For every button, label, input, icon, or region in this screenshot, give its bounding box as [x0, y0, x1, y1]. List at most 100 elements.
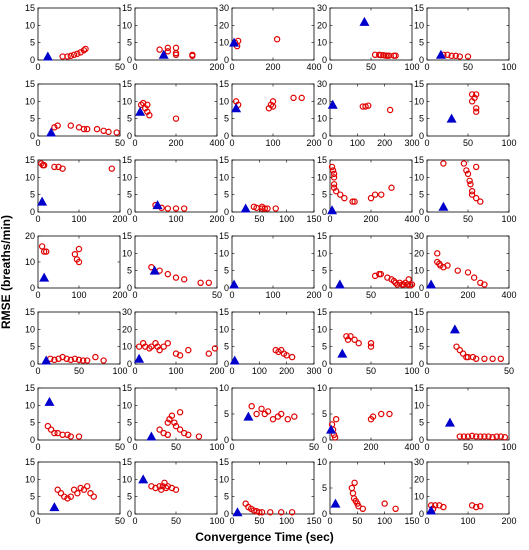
- y-tick-label: 5: [224, 492, 229, 502]
- y-tick-label: 10: [414, 324, 424, 334]
- estimate-point: [172, 422, 180, 430]
- estimate-point: [261, 205, 268, 212]
- estimate-point: [377, 270, 385, 278]
- plot-frame: [329, 83, 413, 137]
- reference-point: [146, 431, 157, 441]
- reference-point: [449, 324, 460, 334]
- reference-point: [37, 196, 48, 206]
- y-tick-label: 15: [219, 457, 229, 467]
- reference-point: [46, 127, 57, 137]
- y-tick-label: 10: [25, 257, 35, 267]
- x-tick-label: 100: [404, 62, 419, 72]
- estimate-point: [164, 44, 171, 52]
- subplot-34: 0 50 100 150 0 5 10: [317, 457, 420, 526]
- estimate-point: [473, 163, 480, 171]
- estimate-point: [454, 267, 461, 274]
- reference-point: [243, 411, 254, 421]
- y-tick-label: 5: [224, 266, 229, 276]
- y-tick-label: 0: [322, 359, 327, 369]
- plot-frame: [426, 83, 510, 137]
- subplot-3: 0 200 400 0 10 20 30: [219, 3, 322, 72]
- y-tick-label: 20: [317, 20, 327, 30]
- estimate-point: [264, 408, 272, 415]
- x-tick-label: 100: [279, 516, 294, 526]
- y-tick-label: 15: [122, 79, 132, 89]
- x-tick-label: 400: [209, 138, 224, 148]
- estimate-point: [481, 281, 488, 288]
- estimate-point: [390, 277, 398, 285]
- estimate-point: [197, 279, 204, 286]
- estimate-point: [359, 505, 366, 512]
- reference-point: [134, 353, 145, 363]
- estimate-point: [90, 493, 97, 500]
- x-tick-label: 0: [327, 290, 332, 300]
- x-tick-label: 0: [229, 366, 234, 376]
- x-tick-label: 100: [71, 214, 86, 224]
- estimate-point: [493, 433, 500, 440]
- y-tick-label: 0: [127, 207, 132, 217]
- x-tick-label: 0: [229, 442, 234, 452]
- x-tick-label: 0: [424, 366, 429, 376]
- x-tick-label: 0: [132, 366, 137, 376]
- estimate-point: [278, 410, 285, 418]
- estimate-point: [440, 160, 447, 167]
- estimate-point: [164, 340, 171, 347]
- y-tick-label: 5: [127, 190, 132, 200]
- estimate-point: [489, 355, 496, 362]
- y-tick-label: 10: [122, 248, 132, 258]
- y-tick-label: 0: [419, 207, 424, 217]
- estimate-point: [75, 245, 83, 253]
- plot-frame: [37, 461, 121, 515]
- estimate-point: [284, 416, 291, 423]
- estimate-point: [59, 165, 66, 172]
- x-tick-label: 100: [168, 366, 183, 376]
- subplot-4: 0 50 100 0 10 20 30: [317, 3, 420, 72]
- estimate-point: [459, 350, 467, 357]
- subplot-26: 0 50 0 5 10 15: [25, 383, 125, 452]
- y-tick-label: 30: [317, 79, 327, 89]
- y-tick-label: 15: [122, 231, 132, 241]
- estimate-point: [440, 503, 447, 511]
- y-tick-label: 0: [224, 435, 229, 445]
- x-tick-label: 100: [404, 366, 419, 376]
- subplot-35: 0 100 200 0 10 20 30: [414, 457, 517, 526]
- estimate-point: [477, 198, 484, 205]
- y-tick-label: 15: [317, 155, 327, 165]
- y-tick-label: 10: [122, 474, 132, 484]
- x-axis-label: Convergence Time (sec): [195, 530, 334, 544]
- y-tick-label: 10: [25, 400, 35, 410]
- x-tick-label: 100: [460, 516, 475, 526]
- plot-frame: [37, 159, 121, 213]
- estimate-point: [386, 410, 393, 418]
- subplot-12: 0 100 200 0 5 10 15: [122, 155, 225, 224]
- subplot-5: 0 50 100 0 5 10 15: [414, 3, 517, 72]
- y-tick-label: 0: [322, 509, 327, 519]
- y-tick-label: 0: [419, 283, 424, 293]
- plot-frame: [329, 7, 413, 61]
- y-tick-label: 0: [322, 283, 327, 293]
- estimate-point: [448, 52, 455, 60]
- estimate-point: [497, 433, 504, 440]
- estimate-point: [67, 356, 75, 364]
- y-tick-label: 15: [25, 307, 35, 317]
- plot-frame: [426, 387, 510, 441]
- estimate-point: [40, 248, 48, 255]
- estimate-point: [105, 128, 112, 136]
- x-tick-label: 0: [132, 442, 137, 452]
- estimate-point: [80, 47, 88, 54]
- estimate-point: [264, 205, 271, 212]
- estimate-point: [156, 346, 163, 354]
- estimate-point: [51, 124, 58, 131]
- y-tick-label: 0: [224, 359, 229, 369]
- estimate-point: [501, 434, 509, 441]
- x-tick-label: 100: [252, 366, 267, 376]
- estimate-point: [250, 507, 258, 514]
- estimate-point: [156, 46, 163, 53]
- estimate-point: [64, 495, 71, 502]
- x-tick-label: 200: [112, 214, 127, 224]
- y-tick-label: 15: [25, 3, 35, 13]
- estimate-point: [378, 410, 385, 418]
- x-tick-label: 100: [501, 442, 516, 452]
- estimate-point: [135, 343, 143, 350]
